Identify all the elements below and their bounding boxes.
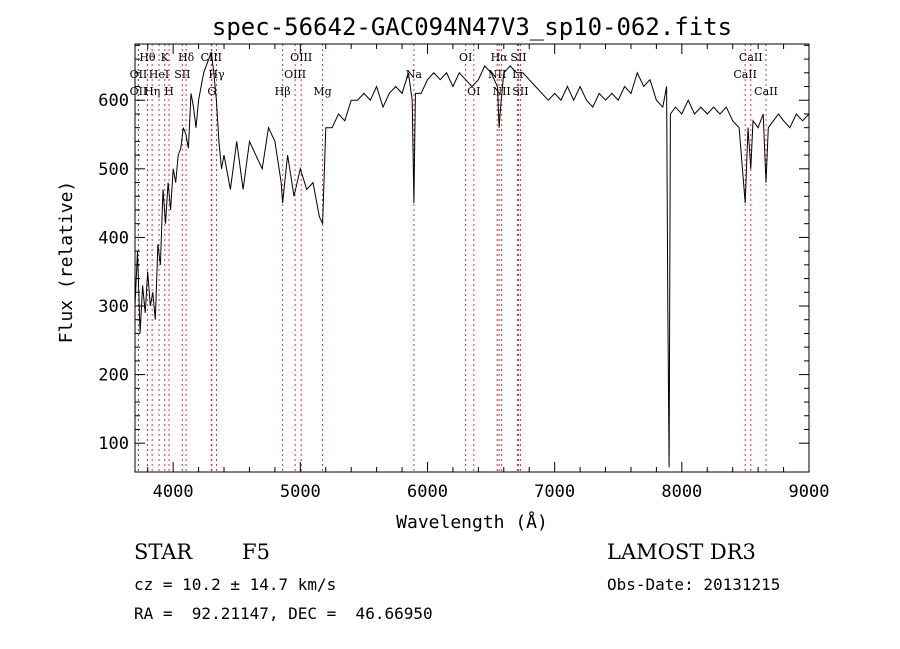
x-tick-label: 9000: [789, 482, 830, 502]
line-label: H: [164, 85, 174, 98]
x-tick-label: 4000: [153, 482, 194, 502]
y-tick-label: 500: [98, 160, 129, 180]
line-label: CaII: [733, 68, 757, 81]
line-label: HeI: [149, 68, 169, 81]
line-label: SII: [512, 85, 528, 98]
line-label: OI: [467, 85, 480, 98]
x-tick-label: 6000: [407, 482, 448, 502]
y-tick-label: 400: [98, 228, 129, 248]
x-axis: 4000 5000 6000 7000 8000 9000: [147, 44, 830, 502]
line-label: OIII: [290, 51, 312, 64]
line-label: Hβ: [275, 85, 291, 98]
line-label: SII: [174, 68, 190, 81]
line-label: OI: [459, 51, 472, 64]
obs-date-text: Obs-Date: 20131215: [607, 575, 781, 594]
line-label: CaII: [754, 85, 778, 98]
line-label: Na: [406, 68, 423, 81]
object-class: STAR: [134, 540, 193, 564]
y-tick-label: 200: [98, 366, 129, 386]
redshift-text: cz = 10.2 ± 14.7 km/s: [134, 575, 337, 594]
y-axis-label: Flux (relative): [56, 181, 77, 344]
coordinates-text: RA = 92.21147, DEC = 46.66950: [134, 604, 433, 623]
line-label: Hγ: [208, 68, 225, 81]
line-label: OII: [130, 85, 148, 98]
x-tick-label: 5000: [280, 482, 321, 502]
object-subclass: F5: [242, 540, 270, 564]
survey-label: LAMOST DR3: [607, 540, 756, 564]
y-axis: 100 200 300 400 500 600: [98, 44, 809, 454]
line-label: OIII: [284, 68, 306, 81]
x-tick-label: 8000: [661, 482, 702, 502]
line-label: Hη: [144, 85, 160, 98]
chart-title: spec-56642-GAC094N47V3_sp10-062.fits: [212, 13, 732, 41]
line-label: Hα: [491, 51, 509, 64]
y-tick-label: 600: [98, 91, 129, 111]
line-label: NII: [488, 68, 506, 81]
x-axis-label: Wavelength (Å): [396, 511, 548, 533]
y-tick-label: 300: [98, 297, 129, 317]
x-tick-label: 7000: [534, 482, 575, 502]
plot-frame: [134, 43, 810, 473]
line-label: Hδ: [178, 51, 195, 64]
y-tick-label: 100: [98, 434, 129, 454]
line-label: CaII: [739, 51, 763, 64]
line-label: Hθ: [139, 51, 156, 64]
line-label: OII: [130, 68, 148, 81]
line-label: SII: [510, 51, 526, 64]
emission-line-markers: [137, 44, 767, 472]
line-label: CIII: [201, 51, 222, 64]
spectrum-series-line: [134, 52, 810, 468]
line-label: Li: [512, 68, 523, 81]
line-label: G: [207, 85, 216, 98]
line-label: K: [161, 51, 170, 64]
line-label: Mg: [313, 85, 331, 98]
